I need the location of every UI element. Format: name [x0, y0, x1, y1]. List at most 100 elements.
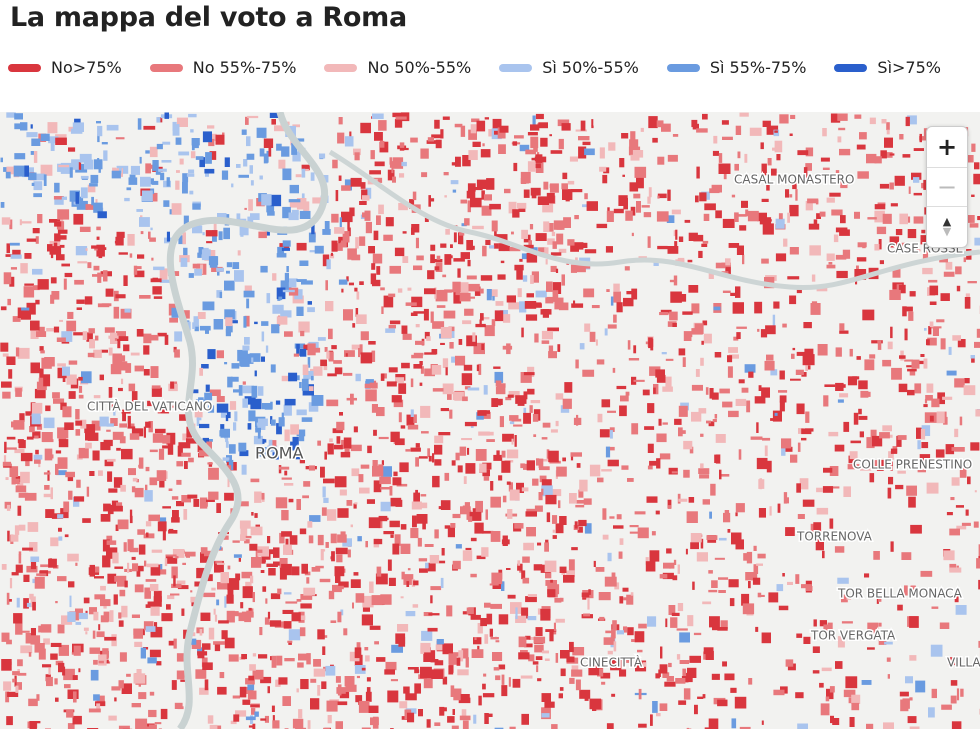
building-block	[8, 369, 13, 379]
building-block	[655, 510, 660, 515]
building-block	[753, 545, 757, 551]
building-block	[698, 408, 707, 414]
building-block	[30, 628, 36, 640]
building-block	[668, 605, 676, 615]
building-block	[501, 450, 506, 458]
building-block	[58, 536, 63, 541]
building-block	[100, 514, 111, 522]
building-block	[6, 243, 10, 254]
building-block	[670, 617, 678, 628]
building-block	[111, 404, 114, 408]
building-block	[889, 182, 894, 190]
building-block	[43, 174, 47, 186]
building-block	[19, 219, 22, 226]
building-block	[490, 481, 494, 491]
reset-north[interactable]: ▲ ▼	[927, 207, 967, 247]
building-block	[493, 454, 503, 461]
building-block	[541, 340, 550, 344]
building-block	[920, 429, 926, 440]
building-block	[400, 543, 411, 554]
building-block	[150, 366, 159, 378]
building-block	[33, 193, 42, 198]
building-block	[878, 598, 882, 602]
building-block	[449, 409, 453, 419]
building-block	[836, 270, 848, 279]
building-block	[166, 231, 170, 242]
building-block	[439, 706, 445, 716]
building-block	[84, 424, 96, 434]
building-block	[777, 503, 781, 513]
building-block	[261, 321, 269, 326]
building-block	[974, 237, 980, 246]
building-block	[217, 272, 220, 276]
building-block	[761, 720, 764, 725]
building-block	[12, 316, 21, 322]
building-block	[155, 169, 161, 175]
building-block	[430, 586, 442, 591]
building-block	[533, 564, 543, 571]
building-block	[866, 437, 875, 449]
building-block	[321, 549, 326, 552]
building-block	[284, 658, 295, 662]
building-block	[647, 196, 651, 204]
building-block	[98, 624, 101, 631]
building-block	[202, 643, 211, 650]
building-block	[296, 409, 307, 416]
building-block	[532, 115, 536, 125]
building-block	[657, 193, 667, 199]
building-block	[887, 487, 892, 499]
building-block	[708, 718, 719, 729]
building-block	[99, 374, 104, 381]
building-block	[272, 720, 280, 729]
building-block	[735, 398, 747, 406]
zoom-out[interactable]: −	[927, 167, 967, 207]
river-tevere	[166, 112, 329, 729]
building-block	[322, 646, 326, 655]
building-block	[705, 650, 714, 660]
building-block	[560, 668, 566, 677]
building-block	[118, 620, 124, 627]
building-block	[26, 132, 38, 138]
building-block	[115, 294, 126, 299]
building-block	[175, 137, 182, 145]
building-block	[267, 686, 270, 694]
building-block	[917, 469, 926, 473]
building-block	[89, 339, 95, 349]
building-block	[628, 358, 640, 361]
building-block	[974, 162, 980, 170]
building-block	[508, 302, 520, 310]
building-block	[492, 582, 505, 589]
building-block	[146, 532, 149, 538]
building-block	[484, 602, 491, 608]
building-block	[570, 189, 583, 193]
building-block	[462, 720, 469, 729]
building-block	[415, 237, 419, 249]
building-block	[112, 552, 119, 564]
building-block	[481, 190, 485, 200]
building-block	[450, 180, 459, 185]
building-block	[521, 713, 529, 725]
building-block	[176, 670, 185, 680]
building-block	[149, 146, 158, 158]
building-block	[562, 457, 566, 462]
building-block	[195, 156, 204, 160]
building-block	[787, 212, 790, 223]
building-block	[939, 258, 948, 263]
title: La mappa del voto a Roma	[10, 2, 407, 33]
building-block	[117, 575, 127, 587]
building-block	[602, 508, 607, 520]
building-block	[389, 157, 393, 165]
zoom-in[interactable]: +	[927, 127, 967, 167]
building-block	[275, 497, 288, 509]
building-block	[723, 512, 731, 523]
building-block	[215, 725, 222, 729]
building-block	[218, 620, 229, 624]
building-block	[227, 411, 231, 419]
building-block	[761, 387, 770, 398]
building-block	[677, 564, 680, 574]
building-block	[202, 437, 209, 444]
building-block	[913, 216, 924, 224]
building-block	[941, 704, 952, 710]
building-block	[289, 535, 298, 545]
building-block	[529, 405, 533, 413]
